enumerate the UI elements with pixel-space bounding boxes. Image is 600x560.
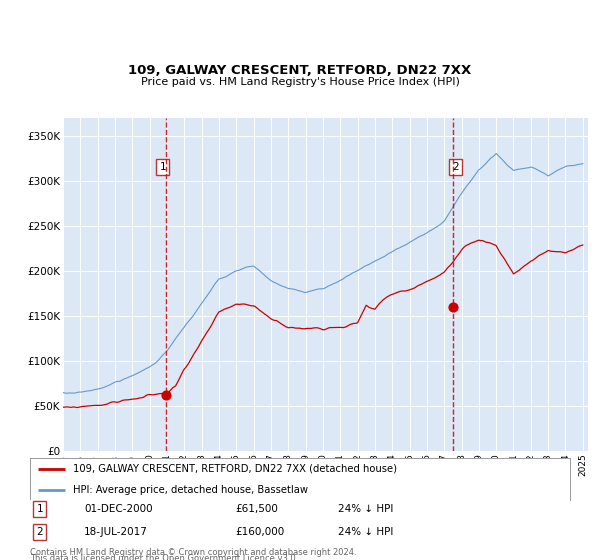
Text: HPI: Average price, detached house, Bassetlaw: HPI: Average price, detached house, Bass…	[73, 486, 308, 495]
Text: This data is licensed under the Open Government Licence v3.0.: This data is licensed under the Open Gov…	[30, 554, 298, 560]
Text: 01-DEC-2000: 01-DEC-2000	[84, 504, 152, 514]
Text: Contains HM Land Registry data © Crown copyright and database right 2024.: Contains HM Land Registry data © Crown c…	[30, 548, 356, 557]
Text: 109, GALWAY CRESCENT, RETFORD, DN22 7XX: 109, GALWAY CRESCENT, RETFORD, DN22 7XX	[128, 64, 472, 77]
Text: £61,500: £61,500	[235, 504, 278, 514]
Point	[448, 302, 458, 311]
Text: 24% ↓ HPI: 24% ↓ HPI	[338, 504, 393, 514]
Text: 1: 1	[160, 162, 166, 172]
Text: £160,000: £160,000	[235, 528, 284, 537]
Text: 24% ↓ HPI: 24% ↓ HPI	[338, 528, 393, 537]
Text: 2: 2	[37, 528, 43, 537]
Text: Price paid vs. HM Land Registry's House Price Index (HPI): Price paid vs. HM Land Registry's House …	[140, 77, 460, 87]
Text: 18-JUL-2017: 18-JUL-2017	[84, 528, 148, 537]
Point	[161, 391, 170, 400]
Text: 109, GALWAY CRESCENT, RETFORD, DN22 7XX (detached house): 109, GALWAY CRESCENT, RETFORD, DN22 7XX …	[73, 464, 397, 474]
Text: 2: 2	[452, 162, 459, 172]
Text: 1: 1	[37, 504, 43, 514]
